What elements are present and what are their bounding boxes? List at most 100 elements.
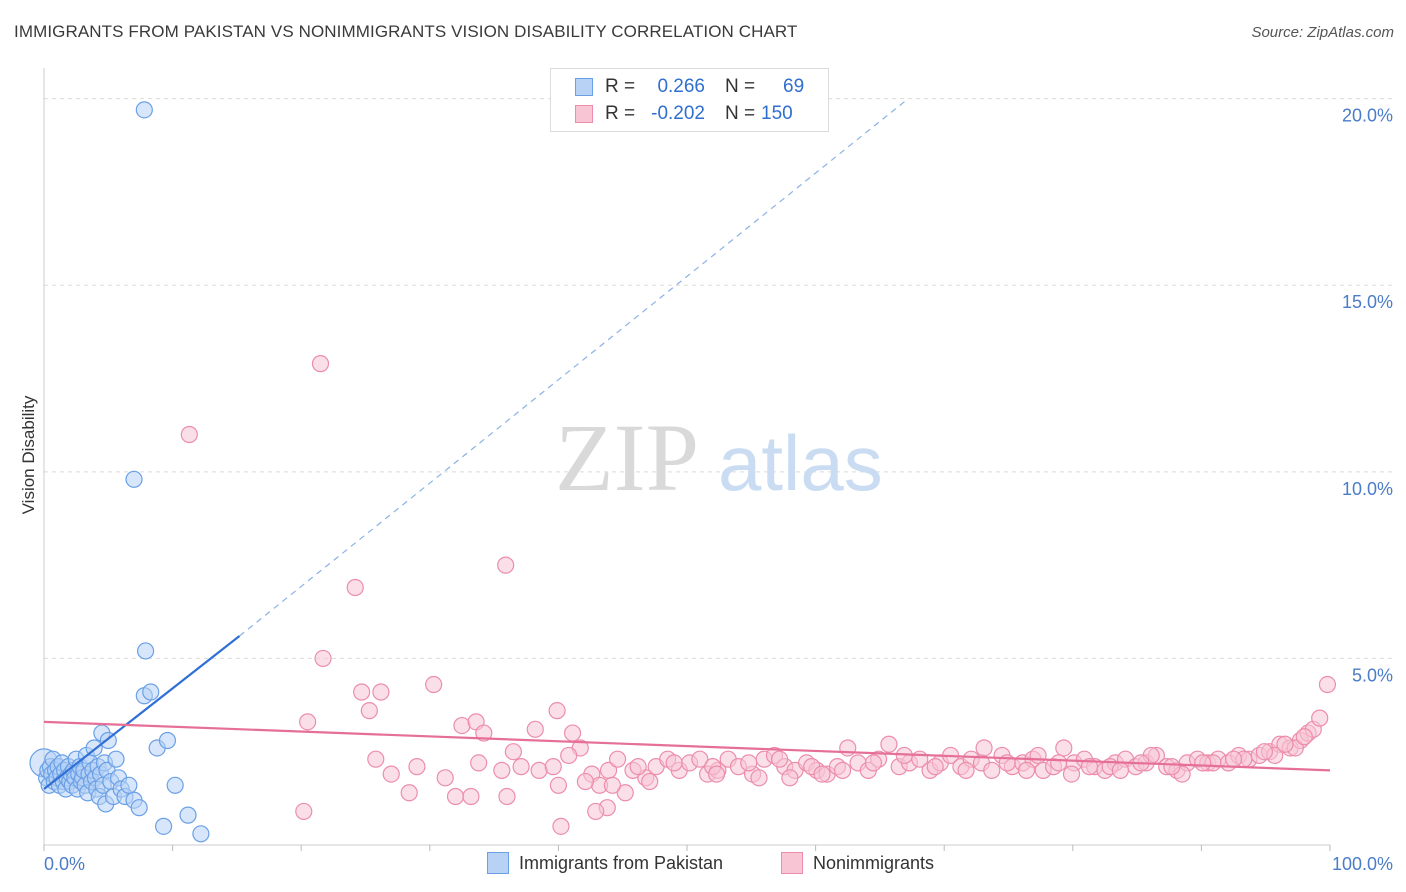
nonimmigrant-point	[603, 776, 622, 794]
pakistan-point	[125, 470, 143, 488]
nonimmigrant-point	[367, 750, 385, 768]
legend-square-pink	[781, 852, 803, 874]
nonimmigrant-point	[382, 765, 400, 783]
nonimmigrant-point	[400, 784, 418, 802]
pakistan-point	[120, 776, 138, 794]
nonimmigrant-point	[576, 772, 595, 791]
nonimmigrant-point	[691, 750, 709, 768]
axis-ticks: 5.0% 10.0% 15.0% 20.0%	[43, 106, 1393, 851]
nonimmigrant-point	[498, 787, 516, 806]
watermark-atlas: atlas	[718, 419, 883, 507]
nonimmigrant-point	[880, 735, 898, 753]
nonimmigrant-point	[665, 754, 683, 772]
nonimmigrant-point	[180, 425, 198, 444]
legend-square-blue	[487, 852, 509, 874]
nonimmigrant-point	[436, 769, 454, 787]
nonimmigrant-point	[526, 720, 544, 738]
legend-r-label: R =	[605, 103, 636, 124]
nonimmigrant-point	[926, 758, 944, 776]
nonimmigrant-point	[360, 702, 378, 720]
legend-swatch-blue	[575, 78, 593, 96]
x-tick-label-max: 100.0%	[1332, 854, 1393, 874]
nonimmigrant-point	[740, 754, 758, 772]
nonimmigrant-point	[549, 776, 568, 794]
nonimmigrant-point	[781, 769, 799, 787]
legend-item-pakistan[interactable]: Immigrants from Pakistan	[487, 852, 723, 874]
nonimmigrant-point	[1080, 758, 1099, 776]
nonimmigrant-point	[1050, 754, 1068, 772]
pakistan-point	[158, 731, 177, 750]
legend-item-nonimmigrants[interactable]: Nonimmigrants	[781, 852, 934, 874]
correlation-legend: R = 0.266 N = 69 R = -0.202 N = 150	[550, 68, 829, 132]
nonimmigrant-point	[608, 750, 627, 768]
pakistan-trend-line	[43, 635, 241, 790]
legend-row-pakistan: R = 0.266 N = 69	[575, 74, 804, 100]
nonimmigrant-point	[839, 739, 857, 757]
nonimmigrant-point	[1318, 675, 1337, 694]
nonimmigrant-point	[1194, 754, 1212, 772]
nonimmigrant-point	[813, 765, 831, 783]
legend-r-label: R =	[605, 76, 636, 97]
legend-r-value: -0.202	[651, 103, 705, 124]
nonimmigrant-point	[1311, 709, 1329, 727]
nonimmigrant-point	[311, 355, 330, 373]
legend-label-nonimmigrants: Nonimmigrants	[813, 852, 935, 873]
pakistan-trend-extension	[239, 98, 909, 637]
nonimmigrant-point	[552, 817, 570, 835]
pakistan-point	[130, 799, 148, 817]
legend-n-value: 69	[783, 76, 805, 97]
nonimmigrant-point	[314, 649, 332, 668]
nonimmigrant-trend-line	[43, 720, 1331, 772]
nonimmigrant-point	[983, 761, 1001, 779]
pakistan-point	[136, 642, 155, 660]
legend-n-label: N =	[725, 103, 756, 124]
nonimmigrant-point	[707, 765, 726, 783]
nonimmigrants-points	[180, 355, 1337, 835]
chart-title: IMMIGRANTS FROM PAKISTAN VS NONIMMIGRANT…	[14, 22, 798, 41]
legend-n-value: 150	[761, 103, 793, 124]
nonimmigrant-point	[1224, 750, 1243, 768]
nonimmigrant-point	[1163, 758, 1181, 776]
nonimmigrant-point	[1062, 765, 1081, 783]
legend-r-value: 0.266	[657, 76, 705, 97]
nonimmigrant-point	[512, 758, 530, 776]
nonimmigrant-point	[470, 754, 488, 772]
nonimmigrant-point	[497, 556, 515, 574]
nonimmigrant-point	[1295, 728, 1313, 746]
y-tick-label: 20.0%	[1342, 106, 1393, 126]
nonimmigrant-point	[425, 675, 443, 694]
chart-source: Source: ZipAtlas.com	[1251, 24, 1394, 41]
series-legend: Immigrants from Pakistan Nonimmigrants	[0, 852, 1406, 878]
nonimmigrant-point	[1255, 743, 1274, 761]
nonimmigrant-point	[353, 683, 371, 701]
pakistan-point	[135, 101, 153, 119]
nonimmigrant-point	[1055, 739, 1073, 757]
nonimmigrant-point	[641, 772, 659, 791]
nonimmigrant-point	[530, 761, 548, 779]
y-axis-title: Vision Disability	[19, 395, 38, 514]
nonimmigrant-point	[446, 787, 465, 806]
y-tick-label: 10.0%	[1342, 479, 1393, 499]
y-tick-label: 15.0%	[1342, 292, 1393, 312]
trend-lines	[43, 98, 1331, 790]
pakistan-points	[29, 101, 210, 843]
legend-swatch-pink	[575, 105, 593, 123]
nonimmigrant-point	[834, 761, 852, 779]
pakistan-point	[142, 683, 160, 701]
nonimmigrant-point	[408, 758, 426, 776]
nonimmigrant-point	[475, 724, 493, 742]
nonimmigrant-point	[462, 787, 480, 806]
pakistan-point	[107, 750, 125, 768]
nonimmigrant-point	[346, 578, 364, 597]
nonimmigrant-point	[957, 761, 975, 779]
pakistan-point	[154, 817, 173, 835]
pakistan-point	[179, 806, 197, 824]
nonimmigrant-point	[770, 750, 789, 768]
nonimmigrant-point	[548, 702, 566, 720]
nonimmigrant-point	[616, 784, 634, 802]
nonimmigrant-point	[504, 743, 522, 761]
nonimmigrant-point	[544, 758, 562, 776]
nonimmigrant-point	[295, 802, 313, 821]
nonimmigrant-point	[1017, 761, 1036, 779]
